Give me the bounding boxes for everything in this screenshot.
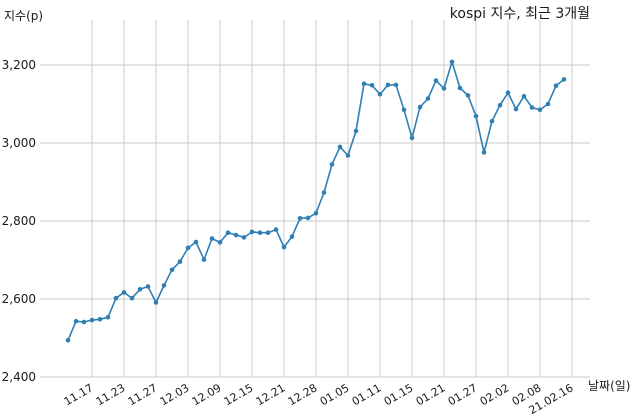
x-tick-label: 11.17: [62, 381, 96, 408]
data-point: [257, 230, 263, 235]
data-point: [233, 232, 239, 238]
data-point: [225, 230, 231, 235]
data-point: [89, 317, 95, 323]
data-point: [529, 105, 535, 110]
data-point: [513, 106, 519, 112]
x-tick-label: 12.15: [222, 381, 256, 408]
data-point: [537, 107, 543, 113]
data-point: [105, 315, 111, 320]
data-point: [497, 102, 503, 108]
data-point: [473, 113, 479, 119]
data-point: [289, 234, 295, 239]
y-tick-label: 3,000: [2, 136, 36, 150]
data-point: [121, 290, 127, 295]
data-point: [273, 227, 279, 232]
data-point: [441, 86, 447, 91]
y-axis-label: 지수(p): [4, 9, 43, 23]
data-point: [241, 235, 247, 240]
data-point: [465, 93, 471, 98]
x-tick-label: 01.15: [382, 381, 416, 408]
data-point: [337, 144, 343, 150]
data-point: [169, 267, 175, 273]
data-point: [401, 107, 407, 113]
grid-lines: [40, 20, 590, 378]
series-layer: [65, 59, 567, 343]
data-point: [305, 215, 311, 221]
x-tick-label: 12.03: [158, 381, 192, 408]
data-point: [201, 257, 207, 262]
x-axis-ticks: 11.1711.2311.2712.0312.0912.1512.2112.28…: [62, 381, 576, 417]
data-point: [321, 190, 327, 195]
y-tick-label: 2,400: [2, 370, 36, 384]
data-point: [505, 90, 511, 95]
data-point: [545, 101, 551, 107]
data-point: [145, 284, 151, 289]
data-point: [209, 236, 215, 241]
x-tick-label: 01.27: [446, 381, 480, 408]
data-point: [329, 162, 335, 167]
data-point: [353, 128, 359, 134]
y-axis-ticks: 2,400 2,600 2,800 3,000 3,200: [2, 58, 36, 384]
x-tick-label: 11.27: [126, 381, 160, 408]
data-point: [553, 83, 559, 88]
data-point: [409, 135, 415, 141]
data-point: [425, 96, 431, 101]
data-point: [489, 118, 495, 124]
data-point: [153, 300, 159, 305]
data-point: [313, 210, 319, 216]
data-point: [385, 82, 391, 88]
data-point: [137, 287, 143, 292]
data-point: [281, 244, 287, 250]
data-point: [97, 317, 103, 322]
data-point: [449, 59, 455, 65]
y-tick-label: 3,200: [2, 58, 36, 72]
data-point: [345, 153, 351, 158]
x-axis-label: 날짜(일): [588, 379, 630, 393]
y-tick-label: 2,600: [2, 292, 36, 306]
x-tick-label: 12.09: [190, 381, 224, 408]
data-point: [561, 77, 567, 82]
data-point: [217, 240, 223, 245]
data-point: [265, 230, 271, 235]
data-point: [249, 229, 255, 235]
y-tick-label: 2,800: [2, 214, 36, 228]
data-point: [521, 93, 527, 99]
data-point: [417, 104, 423, 110]
data-point: [185, 245, 191, 251]
data-point: [65, 338, 71, 343]
data-point: [297, 216, 303, 221]
data-point: [457, 85, 463, 91]
data-point: [481, 150, 487, 155]
x-tick-label: 02.02: [478, 381, 512, 408]
data-point: [393, 82, 399, 88]
data-point: [73, 318, 79, 324]
data-point: [161, 283, 167, 288]
x-tick-label: 12.21: [254, 381, 288, 408]
x-tick-label: 12.28: [286, 381, 320, 408]
data-point: [81, 319, 87, 325]
data-point: [177, 259, 183, 264]
data-point: [193, 239, 199, 245]
data-point: [113, 295, 119, 301]
data-point: [369, 83, 375, 88]
data-point: [129, 295, 135, 301]
x-tick-label: 01.21: [414, 381, 448, 408]
data-point: [433, 78, 439, 83]
x-tick-label: 11.23: [94, 381, 128, 408]
data-point: [361, 81, 367, 86]
x-tick-label: 01.11: [350, 381, 384, 408]
data-point: [377, 92, 383, 97]
chart-title: kospi 지수, 최근 3개월: [450, 6, 590, 22]
x-tick-label: 01.05: [318, 381, 352, 408]
